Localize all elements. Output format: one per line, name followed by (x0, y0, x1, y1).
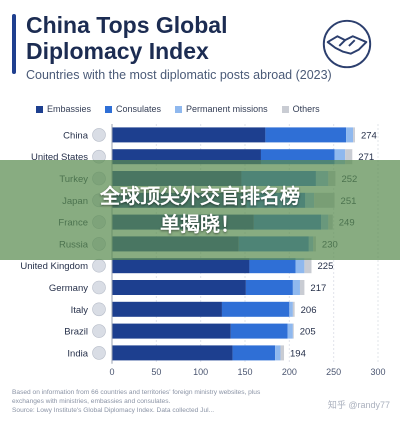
banner-line-1: 全球顶尖外交官排名榜 (100, 184, 300, 208)
legend-swatch (175, 105, 183, 113)
chart-legend: Embassies Consulates Permanent missions … (36, 104, 320, 114)
total-label: 217 (310, 283, 326, 294)
title-accent-bar (12, 14, 16, 74)
legend-item-embassies: Embassies (36, 104, 91, 114)
bar-segment (112, 301, 222, 317)
legend-item-consulates: Consulates (105, 104, 161, 114)
bar-segment (292, 301, 295, 317)
bar-segment (112, 345, 233, 361)
legend-label: Consulates (116, 104, 162, 114)
bar-segment (230, 323, 288, 339)
legend-label: Permanent missions (186, 104, 268, 114)
flag-icon (92, 258, 106, 273)
x-tick-label: 50 (151, 367, 161, 377)
x-tick-label: 100 (193, 367, 208, 377)
x-tick-label: 250 (326, 367, 341, 377)
bar-segment (295, 258, 305, 274)
bar-segment (287, 323, 293, 339)
legend-item-others: Others (281, 104, 320, 114)
x-tick-label: 0 (109, 367, 114, 377)
x-tick-label: 300 (370, 367, 385, 377)
category-label: United Kingdom (20, 261, 88, 272)
category-label: India (67, 348, 88, 359)
chart-footnote: Based on information from 66 countries a… (12, 388, 312, 415)
bar-segment (334, 149, 346, 165)
bar-segment (112, 323, 231, 339)
bar-segment (221, 301, 290, 317)
flag-icon (92, 280, 106, 295)
bar-segment (245, 280, 293, 295)
flag-icon (92, 346, 106, 360)
legend-label: Embassies (47, 104, 92, 114)
legend-swatch (105, 105, 113, 113)
legend-label: Others (292, 104, 320, 114)
legend-item-missions: Permanent missions (175, 104, 268, 114)
total-label: 225 (318, 261, 334, 272)
category-label: China (63, 130, 89, 141)
bar-segment (112, 258, 250, 274)
total-label: 205 (300, 327, 316, 338)
bar-segment (289, 301, 293, 317)
category-label: Brazil (64, 327, 88, 338)
banner-line-2: 单揭晓！ (160, 212, 240, 236)
footnote-line: exchanges with ministries, embassies and… (12, 398, 171, 405)
bar-segment (275, 345, 281, 361)
x-tick-label: 200 (282, 367, 297, 377)
watermark: 知乎 @randy77 (327, 400, 390, 410)
total-label: 271 (358, 152, 374, 163)
page-title: China Tops Global Diplomacy Index (26, 12, 228, 64)
footnote-line: Based on information from 66 countries a… (12, 389, 261, 396)
bar-segment (345, 149, 353, 165)
legend-swatch (281, 105, 289, 113)
bar-segment (112, 127, 266, 143)
bar-segment (249, 258, 296, 274)
bar-segment (280, 345, 285, 361)
footnote-source: Source: Lowy Institute's Global Diplomac… (12, 407, 215, 414)
legend-swatch (36, 105, 43, 113)
flag-icon (92, 128, 106, 142)
bar-segment (232, 345, 276, 361)
total-label: 206 (301, 305, 317, 316)
total-label: 274 (361, 130, 377, 141)
bar-segment (112, 280, 246, 295)
flag-icon (92, 324, 106, 338)
x-tick-label: 150 (237, 367, 252, 377)
bar-segment (346, 127, 354, 143)
bar-segment (304, 258, 312, 274)
handshake-icon (322, 19, 372, 69)
overlay-banner: 全球顶尖外交官排名榜 单揭晓！ (0, 160, 400, 260)
bar-segment (292, 280, 300, 295)
category-label: United States (31, 152, 88, 163)
page-subtitle: Countries with the most diplomatic posts… (26, 68, 332, 82)
bar-segment (292, 323, 294, 339)
category-label: Germany (49, 283, 88, 294)
flag-icon (92, 302, 106, 317)
bar-segment (265, 127, 347, 143)
bar-segment (299, 280, 305, 295)
category-label: Italy (71, 305, 89, 316)
bar-segment (353, 127, 355, 143)
total-label: 194 (290, 348, 306, 359)
